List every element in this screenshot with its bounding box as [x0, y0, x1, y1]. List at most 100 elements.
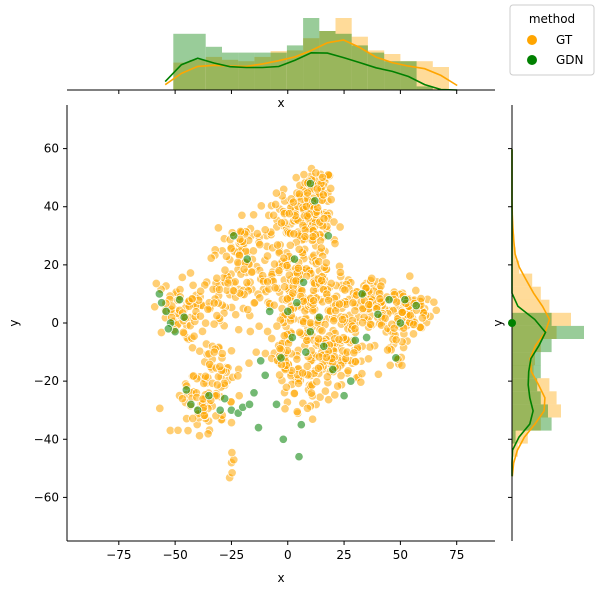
- legend-label-gt: GT: [556, 33, 573, 47]
- gt-point: [336, 371, 346, 381]
- gt-point: [326, 195, 336, 205]
- gt-point: [233, 371, 243, 381]
- gt-point: [306, 388, 317, 398]
- x-tick-label: 25: [336, 548, 351, 562]
- gdn-point: [220, 394, 230, 404]
- gt-point: [309, 296, 319, 306]
- gt-point: [373, 369, 383, 379]
- gdn-point: [154, 289, 164, 299]
- gdn-right-histogram-bar: [512, 430, 516, 444]
- gt-top-histogram-bar: [303, 38, 320, 90]
- gt-point: [165, 425, 175, 436]
- gt-point: [195, 311, 205, 321]
- gt-point: [343, 366, 353, 376]
- x-tick-label: −75: [106, 548, 131, 562]
- gt-right-histogram-bar: [512, 443, 518, 457]
- gt-top-histogram-bar: [335, 18, 352, 90]
- legend-marker-gt: [527, 35, 537, 45]
- gdn-point: [305, 178, 315, 189]
- gt-point: [349, 348, 359, 358]
- gt-point: [194, 431, 205, 441]
- y-axis-label: y: [7, 319, 21, 326]
- gt-point: [335, 267, 345, 277]
- gt-point: [196, 286, 206, 296]
- gt-point: [206, 253, 216, 263]
- gt-point: [177, 272, 187, 282]
- gdn-point: [287, 332, 297, 343]
- gt-point: [276, 218, 286, 228]
- gdn-point: [357, 289, 367, 299]
- gt-point: [334, 334, 344, 345]
- gt-top-histogram-bar: [368, 50, 385, 90]
- gdn-right-histogram-bar: [512, 365, 541, 379]
- gt-point: [280, 404, 290, 414]
- y-tick-label: 0: [51, 316, 59, 330]
- gt-point: [431, 305, 441, 315]
- gt-right-histogram-bar: [512, 286, 541, 300]
- gt-point: [215, 362, 225, 372]
- gt-point: [411, 285, 421, 296]
- gt-point: [317, 275, 327, 286]
- gt-point: [271, 188, 281, 198]
- gt-point: [178, 327, 188, 337]
- y-tick-label: −20: [34, 374, 59, 388]
- gt-point: [272, 321, 282, 331]
- gt-right-histogram-bar: [512, 312, 571, 326]
- gt-point: [269, 300, 279, 310]
- gdn-point: [323, 231, 333, 241]
- gdn-top-histogram-bar: [286, 45, 304, 90]
- gdn-point: [215, 405, 225, 415]
- gdn-top-histogram-bar: [222, 52, 239, 90]
- gt-point: [321, 258, 331, 268]
- gt-point: [231, 310, 241, 320]
- gdn-right-histogram-bar: [512, 339, 552, 353]
- gdn-top-histogram-bar: [303, 18, 320, 90]
- gt-point: [188, 413, 198, 424]
- gt-point: [312, 184, 322, 194]
- gt-point: [212, 273, 222, 283]
- gt-point: [302, 403, 313, 413]
- gt-point: [280, 282, 290, 292]
- gt-point: [256, 201, 266, 211]
- gt-point: [391, 335, 401, 345]
- gt-point: [329, 316, 339, 326]
- gdn-point: [289, 254, 300, 264]
- gt-point: [318, 190, 328, 200]
- gt-point: [350, 357, 360, 367]
- right-marginal-plot: [508, 105, 584, 541]
- gt-point: [284, 209, 294, 219]
- gt-point: [213, 223, 223, 233]
- gt-point: [302, 335, 312, 345]
- x-tick-label: 0: [284, 548, 292, 562]
- gt-point: [209, 298, 219, 308]
- gt-point: [221, 251, 232, 261]
- gt-point: [239, 264, 249, 274]
- gt-point: [334, 299, 344, 309]
- gt-point: [405, 271, 415, 281]
- gt-point: [356, 377, 366, 387]
- gt-point: [291, 276, 301, 286]
- gt-point: [316, 243, 326, 253]
- gt-point: [324, 395, 334, 405]
- gdn-point: [298, 277, 309, 287]
- gdn-top-histogram-bar: [319, 31, 336, 90]
- gt-point: [308, 414, 318, 424]
- gdn-point: [362, 332, 372, 343]
- gt-top-histogram-bar: [400, 61, 417, 90]
- gt-point: [281, 382, 291, 392]
- gt-point: [282, 294, 292, 304]
- gt-point: [227, 468, 237, 478]
- gt-point: [300, 232, 310, 242]
- gt-point: [269, 210, 279, 220]
- gdn-point: [339, 391, 349, 401]
- gdn-top-histogram-bar: [238, 52, 255, 90]
- gt-point: [279, 331, 289, 341]
- gt-point: [317, 172, 328, 182]
- gdn-top-histogram-bar: [400, 61, 417, 90]
- axes: −75 −50 −25 0 25 50 75 −60 −40 −20 0 20 40 60: [34, 105, 495, 562]
- gdn-point: [271, 399, 282, 409]
- gdn-point: [193, 405, 203, 415]
- gdn-top-histogram-bar: [384, 61, 401, 90]
- gdn-point: [400, 295, 410, 305]
